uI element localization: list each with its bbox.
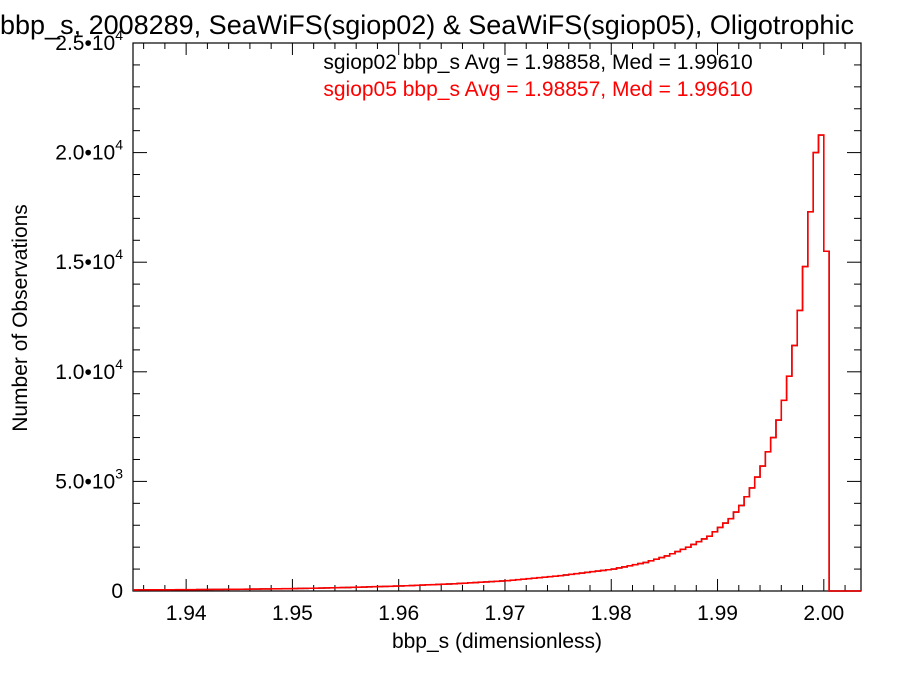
series-lines: [133, 134, 861, 592]
x-tick-label: 1.96: [378, 602, 419, 625]
x-tick-label: 1.97: [485, 602, 526, 625]
y-axis-label: Number of Observations: [9, 204, 32, 432]
plot-frame: [132, 42, 862, 592]
x-tick-label: 1.95: [272, 602, 313, 625]
histogram-series-1: [133, 134, 861, 592]
y-tick-label: 5.0•103: [55, 465, 123, 493]
histogram-series-2: [133, 134, 861, 592]
annotations: sgiop02 bbp_s Avg = 1.98858, Med = 1.996…: [323, 51, 752, 101]
x-tick-label: 1.98: [591, 602, 632, 625]
y-tick-label: 2.0•104: [55, 137, 123, 165]
y-tick-label: 1.0•104: [55, 356, 123, 384]
annotation-2: sgiop05 bbp_s Avg = 1.98857, Med = 1.996…: [323, 78, 752, 101]
y-tick-labels: 0 5.0•103 1.0•104 1.5•104 2.0•104 2.5•104: [55, 27, 123, 603]
y-tick-label: 2.5•104: [55, 27, 123, 55]
x-tick-label: 2.00: [803, 602, 844, 625]
x-tick-label: 1.99: [697, 602, 738, 625]
y-tick-label: 1.5•104: [55, 246, 123, 274]
axis-ticks: [133, 42, 861, 592]
annotation-1: sgiop02 bbp_s Avg = 1.98858, Med = 1.996…: [323, 51, 752, 74]
x-tick-label: 1.94: [166, 602, 207, 625]
chart-title: bbp_s, 2008289, SeaWiFS(sgiop02) & SeaWi…: [0, 10, 854, 40]
y-tick-label: 0: [111, 580, 123, 603]
x-axis-label: bbp_s (dimensionless): [392, 630, 602, 653]
x-tick-labels: 1.94 1.95 1.96 1.97 1.98 1.99 2.00: [166, 602, 845, 625]
